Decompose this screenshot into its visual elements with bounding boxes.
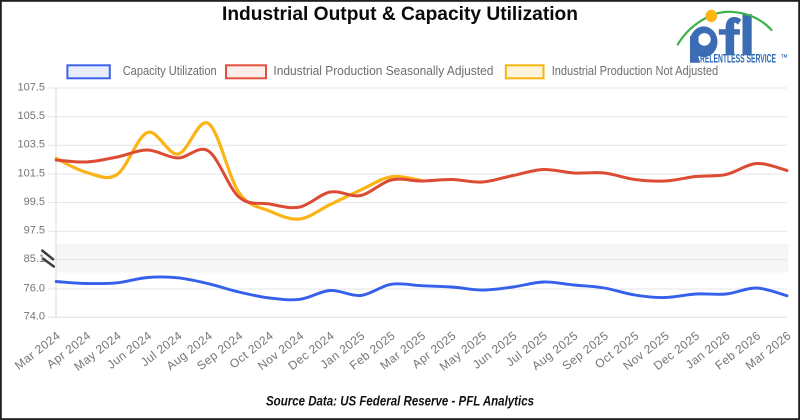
svg-text:99.5: 99.5 <box>24 196 45 208</box>
svg-text:Industrial Production Not Adju: Industrial Production Not Adjusted <box>552 63 719 78</box>
svg-text:TM: TM <box>781 54 788 59</box>
svg-text:105.5: 105.5 <box>17 110 45 122</box>
svg-text:103.5: 103.5 <box>17 139 45 151</box>
svg-text:Capacity Utilization: Capacity Utilization <box>123 63 217 78</box>
svg-text:101.5: 101.5 <box>17 167 45 179</box>
svg-text:107.5: 107.5 <box>17 81 45 93</box>
svg-text:Industrial Output & Capacity U: Industrial Output & Capacity Utilization <box>222 4 578 25</box>
svg-text:Source Data: US Federal Reserv: Source Data: US Federal Reserve - PFL An… <box>266 392 534 408</box>
svg-text:76.0: 76.0 <box>24 282 45 294</box>
svg-text:RELENTLESS SERVICE: RELENTLESS SERVICE <box>700 54 776 66</box>
svg-text:Industrial Production Seasonal: Industrial Production Seasonally Adjuste… <box>273 63 493 78</box>
svg-text:85.1: 85.1 <box>24 253 45 265</box>
svg-text:97.5: 97.5 <box>24 225 45 237</box>
svg-text:74.0: 74.0 <box>24 311 45 323</box>
